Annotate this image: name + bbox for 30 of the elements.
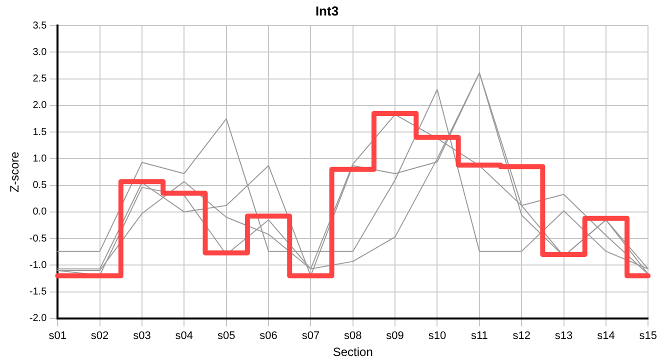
y-tick-label: -0.5 (29, 233, 48, 244)
x-tick-label: s02 (90, 330, 109, 342)
x-tick-label: s14 (597, 330, 615, 342)
x-tick-label: s08 (344, 330, 362, 342)
y-tick-label: 1.5 (32, 126, 48, 138)
y-tick-label: 2.0 (32, 100, 48, 112)
x-tick-label: s06 (260, 330, 278, 342)
x-axis-title: Section (332, 345, 373, 360)
x-tick-label: s10 (428, 330, 446, 342)
y-tick-label: -2.0 (29, 313, 48, 324)
y-tick-label: 1.0 (32, 153, 48, 164)
x-tick-label: s15 (639, 330, 658, 342)
y-tick-label: 3.0 (32, 46, 48, 58)
x-tick-label: s11 (470, 330, 488, 342)
y-tick-label: -1.0 (29, 260, 48, 271)
x-tick-label: s01 (48, 330, 67, 342)
x-tick-label: s07 (302, 330, 320, 342)
y-tick-label: 0.5 (32, 180, 48, 192)
y-tick-label: 3.5 (32, 20, 48, 32)
y-axis-title: Z-score (8, 151, 22, 192)
x-tick-label: s09 (386, 330, 404, 342)
x-tick-label: s12 (512, 330, 530, 342)
y-tick-label: 0.0 (32, 206, 48, 218)
x-tick-label: s04 (175, 330, 194, 342)
y-tick-label: 2.5 (32, 74, 48, 85)
y-tick-label: -1.5 (29, 286, 48, 298)
chart-title: Int3 (315, 3, 339, 18)
x-tick-label: s05 (217, 330, 236, 342)
x-tick-label: s13 (554, 330, 573, 342)
x-tick-label: s03 (133, 330, 151, 342)
